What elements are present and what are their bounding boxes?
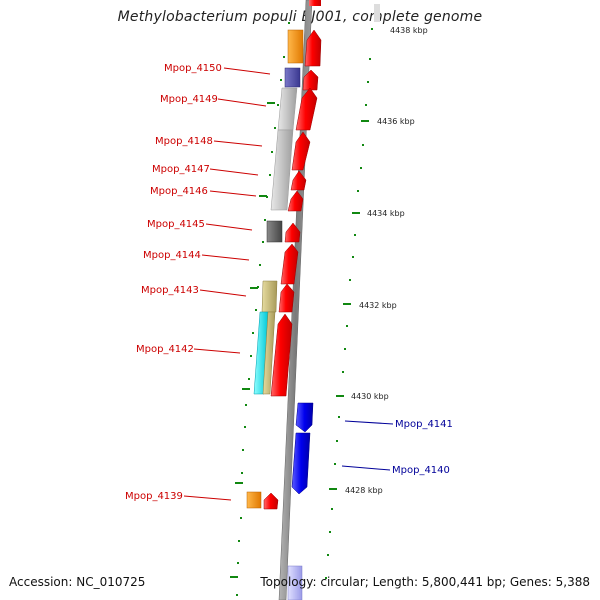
- gene-label-mpop-4145[interactable]: Mpop_4145: [147, 219, 205, 230]
- scale-label-4434: 4434 kbp: [367, 209, 405, 218]
- scale-ticks-left: [230, 102, 275, 578]
- gene-arrow-red-4: [291, 131, 311, 171]
- gene-arrow-red-8: [280, 243, 299, 285]
- scale-label-4432: 4432 kbp: [359, 301, 397, 310]
- gene-label-mpop-4141[interactable]: Mpop_4141: [395, 419, 453, 430]
- gene-label-mpop-4150[interactable]: Mpop_4150: [164, 63, 222, 74]
- gene-lavender-bottom: [287, 565, 303, 600]
- gene-label-mpop-4142[interactable]: Mpop_4142: [136, 344, 194, 355]
- accession-text: Accession: NC_010725: [9, 575, 146, 589]
- gene-mpop-4148-block: [270, 129, 294, 211]
- scale-label-4428: 4428 kbp: [345, 486, 383, 495]
- gene-arrow-red-7: [284, 222, 301, 243]
- genome-summary-text: Topology: circular; Length: 5,800,441 bp…: [260, 575, 590, 589]
- gene-mpop-4142-khaki: [262, 311, 276, 395]
- gene-arrow-red-1: [304, 29, 322, 67]
- scale-dots-left: [236, 22, 290, 596]
- gene-mpop-4145: [266, 220, 283, 243]
- top-gene-faint: [374, 4, 380, 22]
- scale-dots-right: [325, 28, 373, 579]
- gene-label-mpop-4143[interactable]: Mpop_4143: [141, 285, 199, 296]
- scale-label-4430: 4430 kbp: [351, 392, 389, 401]
- scale-label-4438: 4438 kbp: [390, 26, 428, 35]
- gene-arrow-red-10: [270, 313, 293, 397]
- gene-mpop-4149: [277, 87, 298, 131]
- label-leader-lines-right: [341, 420, 394, 471]
- gene-mpop-4141: [295, 402, 314, 433]
- gene-label-mpop-4148[interactable]: Mpop_4148: [155, 136, 213, 147]
- gene-orange-top: [287, 29, 304, 64]
- gene-label-mpop-4144[interactable]: Mpop_4144: [143, 250, 201, 261]
- label-leader-lines-left: [183, 67, 271, 501]
- gene-arrow-red-6: [287, 190, 304, 212]
- gene-arrow-red-9: [278, 283, 295, 313]
- top-gene-red-fragment: [309, 0, 321, 6]
- gene-label-mpop-4140[interactable]: Mpop_4140: [392, 465, 450, 476]
- gene-mpop-4150: [284, 67, 301, 88]
- gene-arrow-red-11: [263, 492, 279, 510]
- gene-arrow-red-5: [290, 170, 307, 191]
- gene-arrow-red-3: [295, 87, 318, 131]
- gene-arrow-red-2: [302, 69, 319, 91]
- scale-ticks-right: [329, 120, 369, 490]
- gene-label-mpop-4147[interactable]: Mpop_4147: [152, 164, 210, 175]
- gene-label-mpop-4146[interactable]: Mpop_4146: [150, 186, 208, 197]
- gene-orange-bottom: [246, 491, 262, 509]
- gene-mpop-4140: [291, 432, 311, 495]
- gene-label-mpop-4139[interactable]: Mpop_4139: [125, 491, 183, 502]
- genome-title: Methylobacterium populi BJ001, complete …: [117, 9, 483, 25]
- scale-label-4436: 4436 kbp: [377, 117, 415, 126]
- gene-mpop-4143: [261, 280, 278, 313]
- gene-label-mpop-4149[interactable]: Mpop_4149: [160, 94, 218, 105]
